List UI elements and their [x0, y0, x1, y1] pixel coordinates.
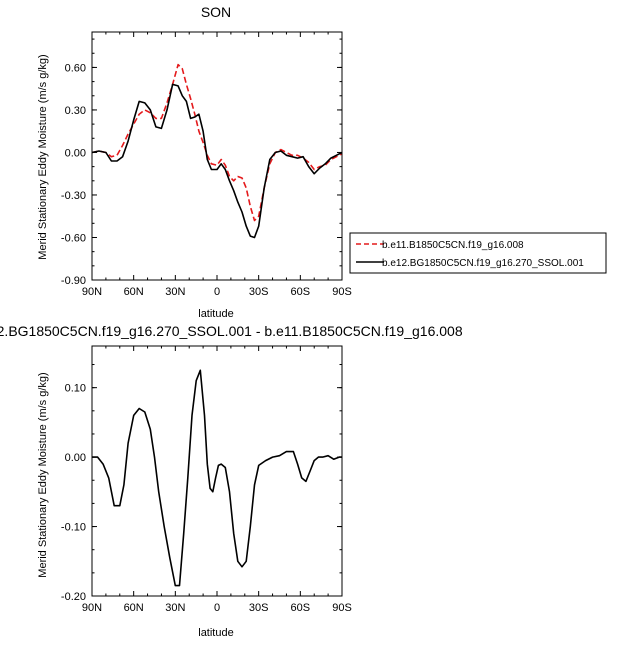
x-tick-label: 90N	[82, 602, 102, 614]
series-line-2	[91, 83, 343, 239]
y-tick-label: -0.30	[61, 190, 86, 202]
y-tick-label: 0.30	[65, 105, 86, 117]
x-tick-label: 0	[214, 602, 220, 614]
x-tick-label: 90S	[332, 286, 352, 298]
y-axis-label: Merid Stationary Eddy Moisture (m/s g/kg…	[37, 54, 49, 259]
x-tick-label: 30S	[249, 602, 269, 614]
x-tick-label: 0	[214, 286, 220, 298]
series-line-1	[92, 369, 342, 587]
plot-frame	[91, 31, 343, 281]
legend-label-series-2: b.e12.BG1850C5CN.f19_g16.270_SSOL.001	[382, 258, 584, 269]
x-tick-label: 90S	[332, 602, 352, 614]
y-tick-label: 0.00	[65, 147, 86, 159]
chart-title: SON	[201, 4, 231, 20]
y-axis-label: Merid Stationary Eddy Moisture (m/s g/kg…	[37, 372, 49, 577]
x-tick-label: 60S	[291, 602, 311, 614]
x-axis-label: latitude	[198, 627, 233, 639]
y-tick-label: -0.20	[61, 591, 86, 603]
y-tick-label: 0.00	[65, 452, 86, 464]
x-tick-label: 30N	[165, 602, 185, 614]
plot-area: 90N 60N 30N 0 30S 60S 90S -0.20 -0.10 0.00 0.10	[61, 345, 352, 614]
y-tick-label: 0.10	[65, 383, 86, 395]
y-tick-label: -0.60	[61, 232, 86, 244]
x-tick-label: 30N	[165, 286, 185, 298]
x-tick-label: 60N	[124, 286, 144, 298]
x-tick-label: 90N	[82, 286, 102, 298]
chart-son: SON Merid Stationary Eddy Moisture (m/s …	[37, 4, 607, 320]
plot-area: 90N 60N 30N 0 30S 60S 90S -0.90 -0.60 -0.30 0.00 0.…	[61, 31, 352, 298]
y-tick-label: 0.60	[65, 62, 86, 74]
y-tick-label: -0.90	[61, 275, 86, 287]
chart-difference: b.e12.BG1850C5CN.f19_g16.270_SSOL.001 - …	[0, 323, 463, 639]
chart-title: b.e12.BG1850C5CN.f19_g16.270_SSOL.001 - …	[0, 323, 463, 339]
x-tick-label: 30S	[249, 286, 269, 298]
legend-label-series-1: b.e11.B1850C5CN.f19_g16.008	[382, 240, 524, 251]
x-tick-label: 60S	[291, 286, 311, 298]
x-axis-label: latitude	[198, 308, 233, 320]
series-line-1	[91, 63, 343, 222]
y-tick-label: -0.10	[61, 522, 86, 534]
legend-box	[349, 232, 607, 274]
x-tick-label: 60N	[124, 602, 144, 614]
legend: b.e11.B1850C5CN.f19_g16.008 b.e12.BG1850…	[349, 232, 607, 274]
